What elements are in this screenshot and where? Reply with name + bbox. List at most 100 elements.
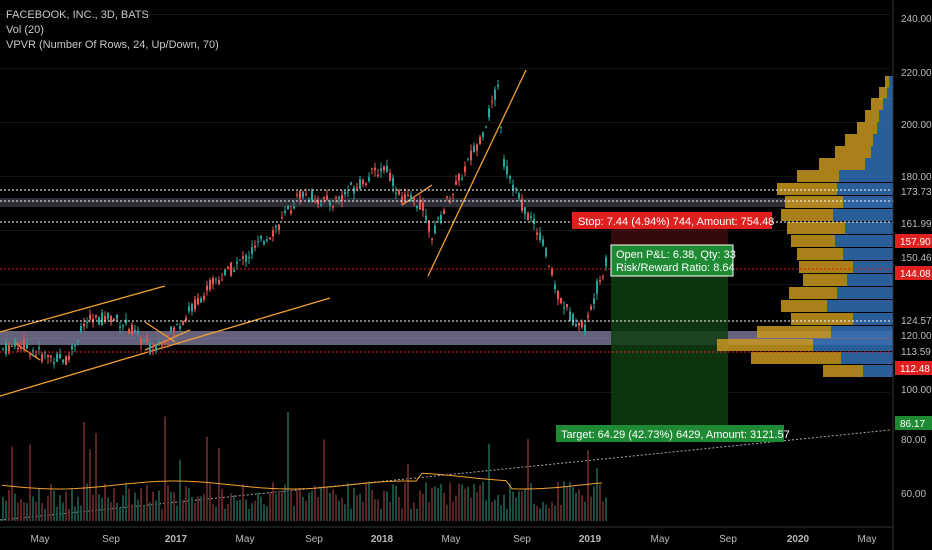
candle-body [116, 314, 118, 320]
candle-body [227, 266, 229, 270]
candle-body [200, 298, 202, 303]
resistance-zone[interactable] [0, 198, 895, 207]
candle-body [356, 187, 358, 189]
volume-bar [71, 488, 73, 521]
volume-bar [320, 486, 322, 521]
candle-body [470, 150, 472, 161]
candle-body [251, 247, 253, 254]
volume-bar [77, 496, 79, 521]
volume-indicator-label[interactable]: Vol (20) [6, 24, 44, 36]
candle-body [146, 339, 148, 342]
vpvr-down-bar [777, 183, 837, 195]
vpvr-up-bar [837, 287, 893, 299]
candle-body [365, 183, 367, 186]
volume-bar [464, 488, 466, 521]
target-area[interactable] [611, 270, 728, 430]
volume-bar [119, 508, 121, 521]
candle-body [2, 348, 4, 350]
volume-bar [545, 504, 547, 521]
vpvr-indicator-label[interactable]: VPVR (Number Of Rows, 24, Up/Down, 70) [6, 39, 219, 51]
time-tick-label: 2018 [371, 534, 394, 545]
volume-bar [587, 450, 589, 521]
volume-bar [167, 485, 169, 521]
long-trendline[interactable] [0, 429, 891, 521]
volume-bar [392, 484, 394, 521]
vpvr-up-bar [887, 87, 893, 99]
volume-bar [551, 502, 553, 521]
candle-body [230, 262, 232, 276]
volume-bar [404, 482, 406, 521]
price-tick-label: 60.00 [901, 489, 926, 500]
volume-bar [50, 483, 52, 521]
price-tick-label: 180.00 [901, 172, 932, 183]
candle-body [320, 204, 322, 206]
trendline[interactable] [0, 285, 166, 333]
volume-bar [503, 494, 505, 521]
volume-bar [491, 502, 493, 521]
trendline[interactable] [427, 69, 527, 277]
candle-body [173, 327, 175, 332]
volume-bar [308, 492, 310, 521]
candle-body [602, 276, 604, 278]
candle-body [164, 342, 166, 344]
volume-bar [221, 488, 223, 521]
volume-bar [452, 501, 454, 521]
volume-bar [152, 491, 154, 521]
candle-body [413, 197, 415, 200]
vpvr-up-bar [841, 352, 893, 364]
candle-body [236, 261, 238, 264]
volume-bar [65, 491, 67, 521]
trendlines[interactable] [0, 69, 891, 521]
trendline[interactable] [0, 297, 331, 397]
candle-body [494, 89, 496, 100]
candle-body [128, 329, 130, 334]
symbol-title[interactable]: FACEBOOK, INC., 3D, BATS [6, 9, 149, 21]
candle-body [455, 181, 457, 185]
candle-body [431, 238, 433, 240]
vpvr-down-bar [791, 313, 853, 325]
volume-bar [605, 497, 607, 521]
time-axis[interactable]: May Sep 2017 May Sep 2018 May Sep 2019 May Sep 2020… [0, 526, 893, 545]
vpvr-down-bar [789, 287, 837, 299]
volume-bar [149, 502, 151, 521]
candle-body [446, 196, 448, 198]
candle-body [374, 167, 376, 171]
volume-bar [113, 488, 115, 521]
candle-body [338, 196, 340, 199]
candle-body [575, 324, 577, 327]
candle-body [257, 240, 259, 243]
price-axis[interactable]: 240.00 220.00 200.00 180.00 173.73 161.99 157.… [892, 0, 932, 550]
candle-body [77, 340, 79, 342]
candle-body [482, 132, 484, 137]
volume-bar [68, 508, 70, 521]
price-tick-label: 161.99 [901, 219, 932, 230]
volume-bar [281, 490, 283, 521]
trendline[interactable] [401, 184, 433, 206]
volume-bar [275, 494, 277, 521]
candle-body [104, 316, 106, 322]
volume-bar [539, 508, 541, 521]
volume-bar [509, 483, 511, 521]
candle-body [179, 326, 181, 329]
volume-bar [170, 491, 172, 521]
candle-body [503, 159, 505, 167]
volume-bar [572, 487, 574, 521]
vpvr-up-bar [837, 183, 893, 195]
stop-label-box [572, 212, 772, 229]
volume-bar [602, 501, 604, 521]
trendline[interactable] [14, 342, 41, 361]
time-tick-label: 2019 [579, 534, 602, 545]
volume-bar [386, 491, 388, 521]
candle-body [599, 280, 601, 282]
volume-bar [230, 493, 232, 521]
candle-body [395, 192, 397, 194]
price-badge [895, 266, 932, 280]
vpvr-down-bar [885, 76, 889, 88]
target-label-box [556, 425, 784, 442]
vpvr-up-bar [863, 365, 893, 377]
volume-bar [80, 505, 82, 521]
volume-bar [341, 497, 343, 521]
candle-body [563, 307, 565, 309]
volume-bar [530, 483, 532, 521]
